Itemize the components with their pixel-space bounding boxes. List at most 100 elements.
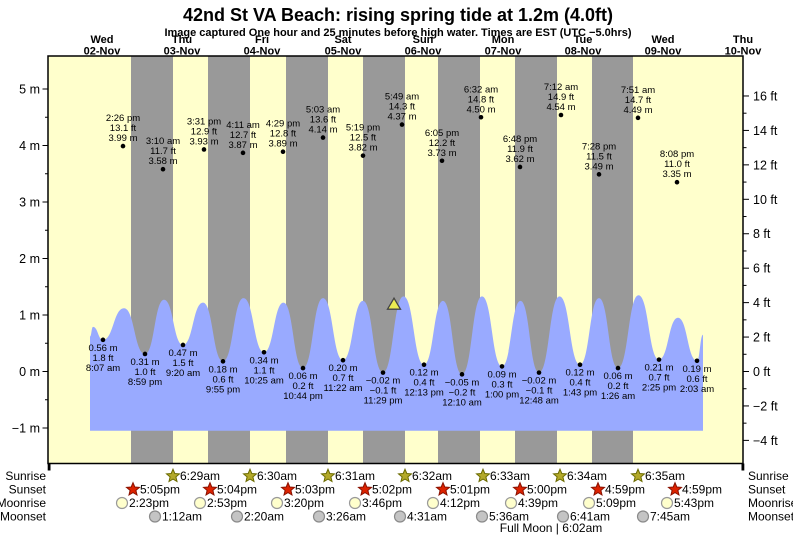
- almanac-time: 3:46pm: [362, 496, 402, 510]
- low-tide-m: 0.47 m: [168, 348, 197, 359]
- left-axis-label: 2 m: [19, 252, 40, 266]
- day-date-label: 09-Nov: [645, 46, 683, 58]
- high-tide-point: [160, 166, 166, 172]
- high-tide-m: 3.62 m: [505, 154, 534, 165]
- low-tide-point: [380, 370, 386, 375]
- right-axis-label: 12 ft: [753, 158, 778, 172]
- day-name-label: Thu: [733, 34, 753, 46]
- moonset-icon: [393, 510, 407, 523]
- low-tide-m: 0.12 m: [409, 368, 438, 379]
- moonrise-icon: [348, 496, 362, 510]
- high-tide-m: 3.82 m: [348, 143, 377, 154]
- moonrise-icon: [270, 496, 284, 510]
- low-tide-point: [340, 357, 346, 363]
- high-tide-point: [439, 158, 445, 164]
- day-date-label: 04-Nov: [244, 46, 282, 58]
- current-level-marker: [386, 296, 402, 310]
- left-axis-label: −1 m: [12, 422, 40, 436]
- sunset-icon: [435, 481, 451, 497]
- low-tide-point: [577, 362, 583, 368]
- almanac-row-label-right: Moonrise: [748, 496, 793, 510]
- high-tide-m: 4.49 m: [623, 105, 652, 116]
- low-tide-time: 10:44 pm: [283, 391, 323, 402]
- sunset-icon: [667, 481, 683, 497]
- high-tide-ft: 11.0 ft: [664, 159, 690, 170]
- sunset-icon: [202, 481, 218, 497]
- high-tide-m: 4.37 m: [387, 112, 416, 123]
- low-tide-point: [459, 372, 465, 377]
- left-axis-label: 1 m: [19, 309, 40, 323]
- day-date-label: 07-Nov: [485, 46, 523, 58]
- almanac-time: 6:32am: [412, 469, 452, 483]
- low-tide-point: [300, 365, 306, 371]
- almanac-time: 4:59pm: [605, 483, 645, 497]
- high-tide-m: 4.54 m: [546, 102, 575, 113]
- low-tide-ft: −0.2 ft: [449, 387, 476, 398]
- low-tide-m: −0.05 m: [445, 377, 480, 388]
- low-tide-m: 0.19 m: [682, 364, 711, 375]
- plot-frame: [47, 55, 744, 465]
- low-tide-ft: 0.6 ft: [212, 374, 233, 385]
- full-moon-note: Full Moon | 6:02am: [500, 521, 603, 535]
- low-tide-ft: 0.7 ft: [648, 373, 669, 384]
- high-tide-m: 3.87 m: [228, 140, 257, 151]
- right-axis-label: 10 ft: [753, 193, 778, 207]
- plot-area: 5 m 4 m 3 m 2 m 1 m 0 m −1 m 16 ft 14 ft 12 ft 10 …: [12, 34, 778, 471]
- almanac-time: 2:23pm: [129, 496, 169, 510]
- low-tide-time: 11:22 am: [324, 383, 363, 394]
- low-tide-point: [180, 342, 186, 348]
- high-tide-ft: 12.5 ft: [350, 133, 377, 144]
- almanac-time: 5:09pm: [596, 496, 636, 510]
- high-tide-ft: 12.9 ft: [191, 126, 218, 137]
- high-tide-point: [360, 153, 366, 158]
- high-tide-m: 3.73 m: [427, 148, 456, 159]
- low-tide-m: 0.21 m: [644, 363, 673, 374]
- almanac-row-label-left: Moonset: [0, 510, 47, 524]
- high-tide-m: 3.93 m: [189, 136, 218, 147]
- low-tide-m: 0.31 m: [130, 357, 159, 368]
- high-tide-m: 3.58 m: [148, 156, 177, 167]
- almanac-time: 1:12am: [162, 510, 202, 524]
- high-tide-ft: 13.1 ft: [110, 123, 137, 134]
- sunrise-icon: [552, 467, 568, 483]
- high-tide-m: 3.35 m: [662, 169, 691, 180]
- sunset-icon: [590, 481, 606, 497]
- almanac-time: 7:45am: [650, 510, 690, 524]
- almanac-row-label-right: Moonset: [748, 510, 793, 524]
- left-axis-label: 0 m: [19, 365, 40, 379]
- almanac-time: 4:12pm: [440, 496, 480, 510]
- almanac-time: 3:20pm: [284, 496, 324, 510]
- right-axis-label: 6 ft: [753, 262, 771, 276]
- low-tide-time: 2:25 pm: [642, 383, 676, 394]
- low-tide-m: 0.34 m: [249, 355, 278, 366]
- day-date-label: 06-Nov: [405, 46, 443, 58]
- moonrise-icon: [504, 496, 518, 510]
- tide-curve: [90, 295, 703, 431]
- high-tide-m: 3.99 m: [108, 133, 137, 144]
- almanac-time: 5:01pm: [450, 483, 490, 497]
- moonset-icon: [636, 510, 650, 523]
- low-tide-point: [694, 358, 700, 364]
- almanac-row-label-right: Sunrise: [748, 469, 789, 483]
- low-tide-time: 1:26 am: [601, 391, 635, 402]
- low-tide-m: −0.02 m: [366, 376, 401, 387]
- moonset-icon: [148, 510, 162, 523]
- low-tide-time: 8:59 pm: [128, 377, 162, 388]
- low-tide-ft: 1.1 ft: [253, 365, 274, 376]
- moonrise-icon: [660, 496, 674, 510]
- low-tide-ft: 0.2 ft: [292, 381, 313, 392]
- bottom-left-axis-tick: [47, 463, 51, 471]
- left-axis-label: 5 m: [19, 83, 40, 97]
- low-tide-ft: 0.7 ft: [332, 373, 353, 384]
- low-tide-m: 0.18 m: [208, 364, 237, 375]
- high-tide-time: 5:03 am: [306, 105, 340, 116]
- high-tide-m: 4.14 m: [308, 125, 337, 136]
- almanac-time: 5:05pm: [140, 483, 180, 497]
- low-tide-ft: 0.4 ft: [413, 378, 434, 389]
- low-tide-point: [499, 364, 505, 369]
- high-tide-time: 2:26 pm: [106, 113, 140, 124]
- high-tide-ft: 11.7 ft: [150, 146, 176, 157]
- low-tide-time: 1:00 pm: [485, 389, 519, 400]
- high-tide-ft: 13.6 ft: [310, 115, 337, 126]
